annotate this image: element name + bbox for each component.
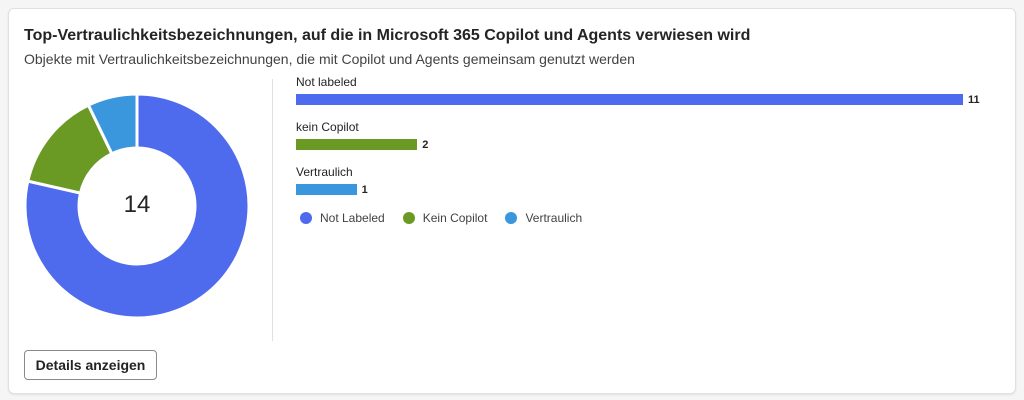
bar-kein-copilot[interactable] [296,139,418,150]
bar-vertraulich[interactable] [296,184,357,195]
legend-dot-icon [402,212,415,224]
card-title: Top-Vertraulichkeitsbezeichnungen, auf d… [24,27,751,44]
legend-label: Kein Copilot [422,211,488,225]
bar-label-kein-copilot: kein Copilot [296,120,359,134]
donut-total: 14 [123,191,151,218]
bar-value-vertraulich: 1 [361,184,368,196]
card-subtitle: Objekte mit Vertraulichkeitsbezeichnunge… [24,51,635,67]
bar-chart: Not labeled 11 kein Copilot 2 Vertraulich 1 [296,75,996,245]
legend-item-not-labeled[interactable]: Not Labeled [300,211,385,225]
legend-label: Vertraulich [525,211,583,225]
donut-slice-not-labeled[interactable] [23,92,251,320]
bar-not-labeled[interactable] [296,94,963,105]
legend-dot-icon [505,212,518,224]
legend-item-vertraulich[interactable]: Vertraulich [505,211,582,225]
chart-legend: Not Labeled Kein Copilot Vertraulich [300,211,582,225]
bar-label-vertraulich: Vertraulich [296,165,353,179]
bar-value-not-labeled: 11 [968,94,980,106]
bar-value-kein-copilot: 2 [422,139,429,151]
legend-item-kein-copilot[interactable]: Kein Copilot [402,211,488,225]
sensitivity-labels-card: Top-Vertraulichkeitsbezeichnungen, auf d… [8,8,1016,394]
donut-slice-vertraulich[interactable] [86,92,139,156]
details-button[interactable]: Details anzeigen [24,350,157,380]
bar-label-not-labeled: Not labeled [296,75,357,89]
divider [272,79,273,341]
donut-chart [23,92,251,320]
legend-label: Not Labeled [320,211,385,225]
legend-dot-icon [300,212,312,224]
